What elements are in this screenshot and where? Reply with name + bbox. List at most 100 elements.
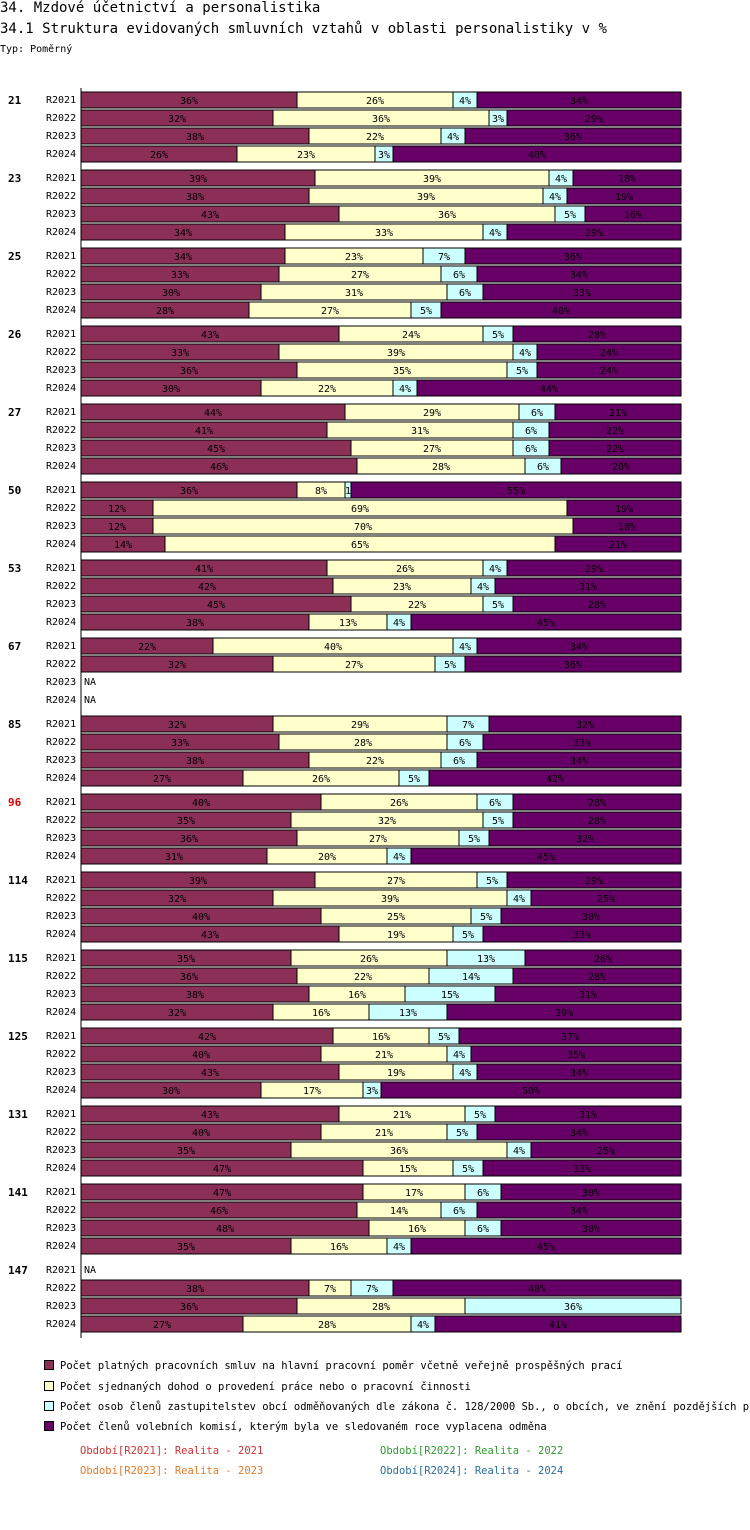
data-label-s2: 35% <box>393 366 411 377</box>
bar-segment-s4 <box>458 1027 682 1045</box>
data-label-s3: 6% <box>525 444 537 455</box>
data-label-s1: 30% <box>162 384 180 395</box>
data-label-s3: 3% <box>492 114 504 125</box>
period-label: R2024 <box>46 539 76 550</box>
period-label: R2021 <box>46 875 76 886</box>
data-label-s4: 45% <box>537 852 555 863</box>
data-label-s3: 5% <box>420 306 432 317</box>
period-label: R2024 <box>46 1085 76 1096</box>
data-label-s1: 38% <box>186 618 204 629</box>
bar-segment-s3 <box>464 1297 682 1315</box>
period-legend-r2021: Období[R2021]: Realita - 2021 <box>80 1445 264 1457</box>
period-label: R2022 <box>46 659 76 670</box>
data-label-s2: 25% <box>387 912 405 923</box>
bar-segment-s4 <box>410 847 682 865</box>
bar-segment-s4 <box>476 1201 682 1219</box>
bar-segment-s4 <box>524 949 682 967</box>
data-label-s2: 17% <box>303 1086 321 1097</box>
data-label-s3: 4% <box>459 642 471 653</box>
data-label-s2: 13% <box>339 618 357 629</box>
data-label-s1: 31% <box>165 852 183 863</box>
data-label-s4: 30% <box>582 1224 600 1235</box>
data-label-s4: 42% <box>546 774 564 785</box>
data-label-s1: 33% <box>171 738 189 749</box>
data-label-s3: 4% <box>489 228 501 239</box>
data-label-s1: 45% <box>207 600 225 611</box>
data-label-s3: 6% <box>453 270 465 281</box>
bar-segment-s4 <box>572 517 682 535</box>
data-label-s2: 24% <box>402 330 420 341</box>
period-label: R2022 <box>46 347 76 358</box>
chart-type-label: Typ: Poměrný <box>0 44 73 55</box>
legend-label-3: Počet osob členů zastupitelstev obcí odm… <box>60 1401 750 1413</box>
group-label-27: 27 <box>8 406 21 419</box>
data-label-s1: 27% <box>153 774 171 785</box>
data-label-s1: 47% <box>213 1164 231 1175</box>
bar-segment-s4 <box>512 811 682 829</box>
data-label-s2: 19% <box>387 1068 405 1079</box>
period-label: R2021 <box>46 1187 76 1198</box>
data-label-s1: 30% <box>162 288 180 299</box>
group-label-85: 85 <box>8 718 21 731</box>
data-label-s4: 18% <box>618 522 636 533</box>
bar-segment-s4 <box>566 187 682 205</box>
data-label-s4: 18% <box>618 174 636 185</box>
period-label: R2022 <box>46 503 76 514</box>
data-label-s2: 28% <box>372 1302 390 1313</box>
data-label-s1: 43% <box>201 1068 219 1079</box>
data-label-s4: 39% <box>555 1008 573 1019</box>
data-label-s1: 46% <box>210 1206 228 1217</box>
period-label: R2024 <box>46 773 76 784</box>
data-label-s2: 27% <box>369 834 387 845</box>
bar-segment-s4 <box>488 829 682 847</box>
group-label-25: 25 <box>8 250 21 263</box>
data-label-s3: 5% <box>492 816 504 827</box>
data-label-s3: 4% <box>393 1242 405 1253</box>
data-label-s2: 27% <box>351 270 369 281</box>
legend-label-4: Počet členů volebních komisí, kterým byl… <box>60 1421 547 1433</box>
data-label-s1: 32% <box>168 114 186 125</box>
group-label-115: 115 <box>8 952 28 965</box>
data-label-s2: 8% <box>315 486 327 497</box>
data-label-s2: 23% <box>345 252 363 263</box>
data-label-s3: 4% <box>519 348 531 359</box>
bar-segment-s4 <box>536 361 682 379</box>
data-label-s1: 34% <box>174 252 192 263</box>
data-label-s2: 27% <box>387 876 405 887</box>
data-label-s3: 13% <box>399 1008 417 1019</box>
data-label-s1: 36% <box>180 96 198 107</box>
data-label-s1: 36% <box>180 486 198 497</box>
data-label-s3: 5% <box>486 876 498 887</box>
data-label-s2: 70% <box>354 522 372 533</box>
data-label-s1: 41% <box>195 564 213 575</box>
period-label: R2024 <box>46 1163 76 1174</box>
data-label-s1: 48% <box>216 1224 234 1235</box>
data-label-s2: 36% <box>438 210 456 221</box>
bar-segment-s4 <box>476 751 682 769</box>
period-legend-r2023: Období[R2023]: Realita - 2023 <box>80 1465 264 1477</box>
period-label: R2024 <box>46 851 76 862</box>
data-label-s2: 21% <box>393 1110 411 1121</box>
data-label-s3: 5% <box>492 330 504 341</box>
data-label-s2: 21% <box>375 1050 393 1061</box>
data-label-s4: 25% <box>597 1146 615 1157</box>
bar-segment-s4 <box>548 439 682 457</box>
bar-segment-s4 <box>548 421 682 439</box>
data-label-s3: 4% <box>549 192 561 203</box>
bar-segment-s4 <box>440 301 682 319</box>
data-label-s2: 28% <box>432 462 450 473</box>
period-label: R2022 <box>46 737 76 748</box>
data-label-s3: 5% <box>438 1032 450 1043</box>
data-label-s1: 40% <box>192 798 210 809</box>
data-label-s3: 6% <box>459 738 471 749</box>
data-label-s2: 39% <box>381 894 399 905</box>
data-label-s2: 22% <box>366 756 384 767</box>
period-label: R2023 <box>46 989 76 1000</box>
data-label-s1: 47% <box>213 1188 231 1199</box>
bar-segment-s4 <box>434 1315 682 1333</box>
data-label-s3: 4% <box>459 1068 471 1079</box>
data-label-s1: 28% <box>156 306 174 317</box>
data-label-s3: 14% <box>462 972 480 983</box>
data-label-s2: 26% <box>366 96 384 107</box>
period-label: R2023 <box>46 1067 76 1078</box>
